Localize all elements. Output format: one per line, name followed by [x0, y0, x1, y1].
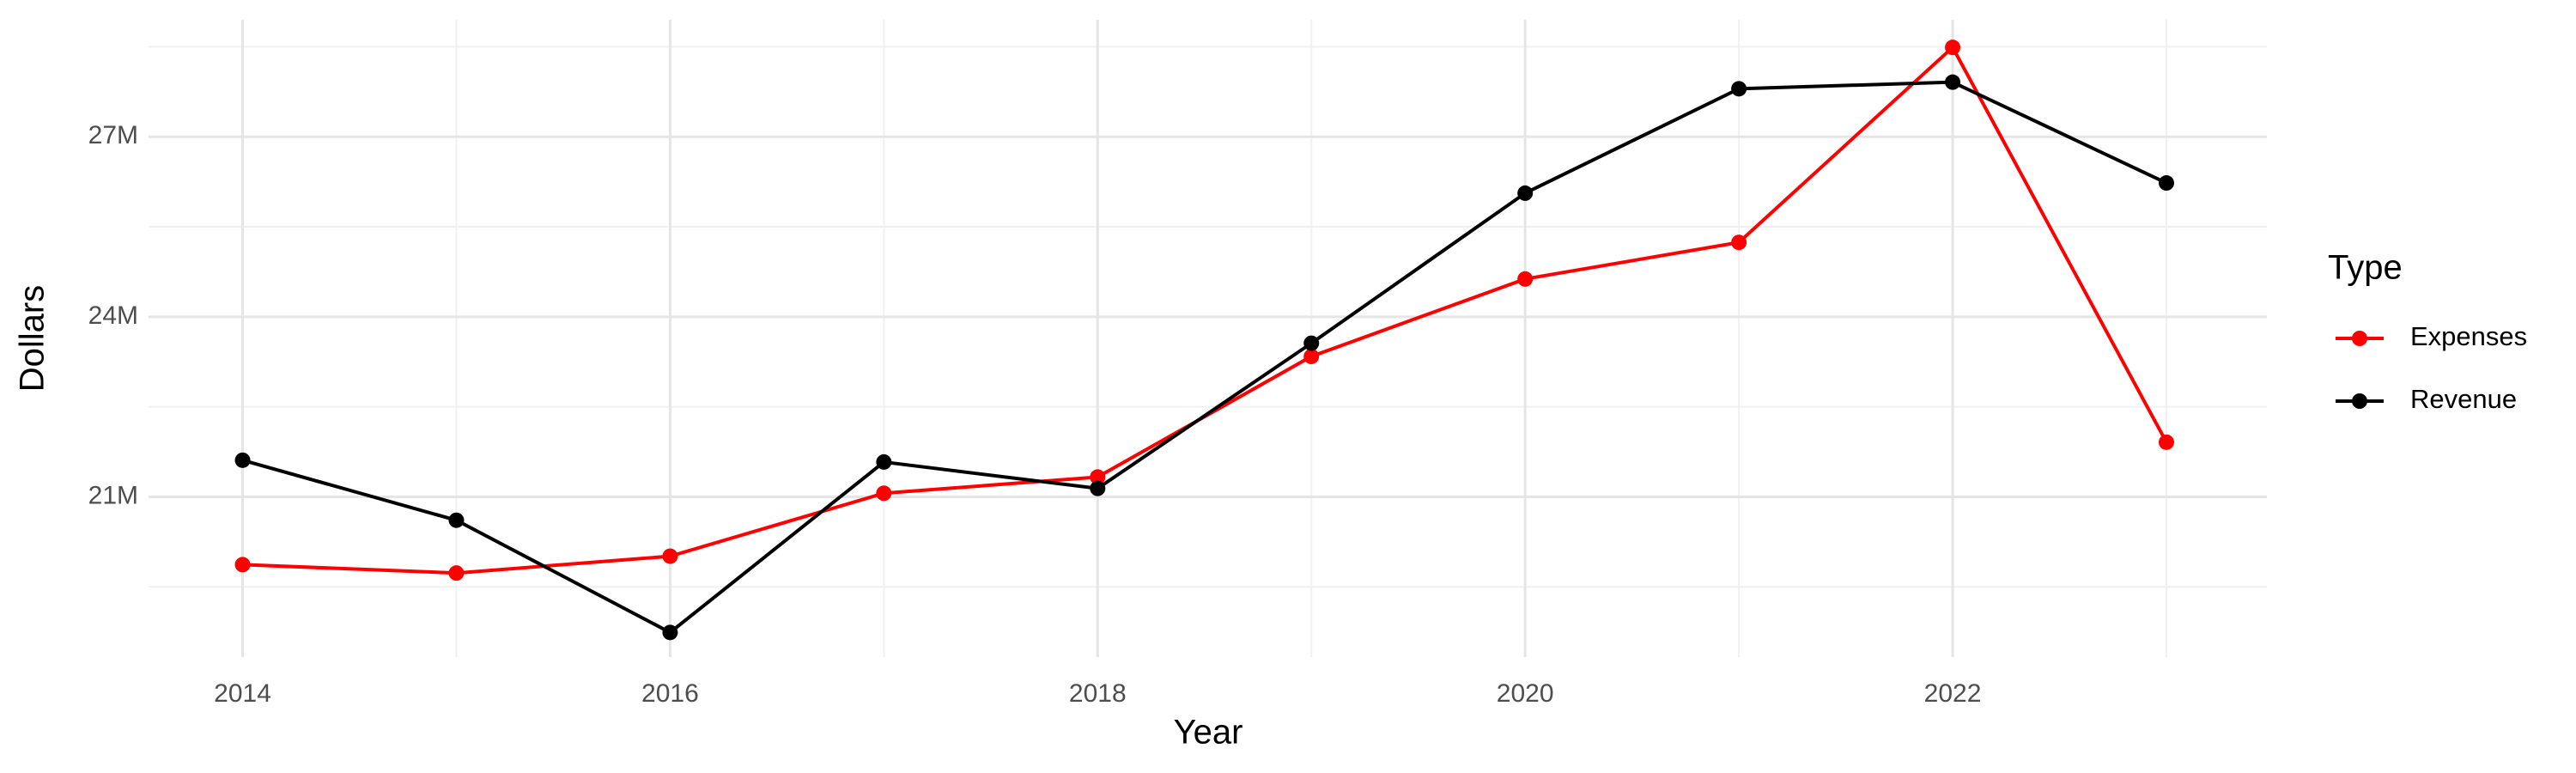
x-tick-label: 2020 [1497, 679, 1554, 708]
data-point [1517, 185, 1534, 201]
data-point [662, 624, 678, 641]
data-point [1090, 480, 1106, 496]
x-tick-label: 2016 [641, 679, 699, 708]
data-point [1303, 348, 1320, 364]
data-point [1731, 234, 1747, 251]
data-point [876, 485, 892, 502]
data-point [1090, 469, 1106, 485]
data-point [234, 452, 251, 468]
x-tick-label: 2014 [214, 679, 271, 708]
x-axis-title: Year [1174, 714, 1243, 752]
data-point [448, 565, 465, 581]
data-point [1303, 335, 1320, 351]
data-point [2158, 434, 2174, 450]
series-line [242, 44, 2168, 575]
legend-key-point [2352, 331, 2367, 346]
legend-label: Expenses [2410, 321, 2527, 351]
data-point [448, 512, 465, 528]
data-point [234, 557, 251, 573]
y-tick-label: 27M [88, 121, 138, 149]
legend-label: Revenue [2410, 384, 2517, 414]
data-point [1731, 81, 1747, 97]
y-tick-label: 24M [88, 301, 138, 330]
data-point [876, 453, 892, 470]
data-point [1945, 74, 1961, 90]
x-tick-label: 2022 [1924, 679, 1982, 708]
legend-title: Type [2328, 249, 2403, 287]
series-line [241, 80, 2167, 635]
y-tick-label: 21M [88, 481, 138, 509]
legend-key-point [2352, 393, 2367, 409]
data-point [662, 548, 678, 564]
y-axis-title: Dollars [14, 285, 52, 392]
data-point [2158, 175, 2174, 192]
data-point [1517, 271, 1534, 287]
data-point [1945, 40, 1961, 56]
x-tick-label: 2018 [1069, 679, 1127, 708]
